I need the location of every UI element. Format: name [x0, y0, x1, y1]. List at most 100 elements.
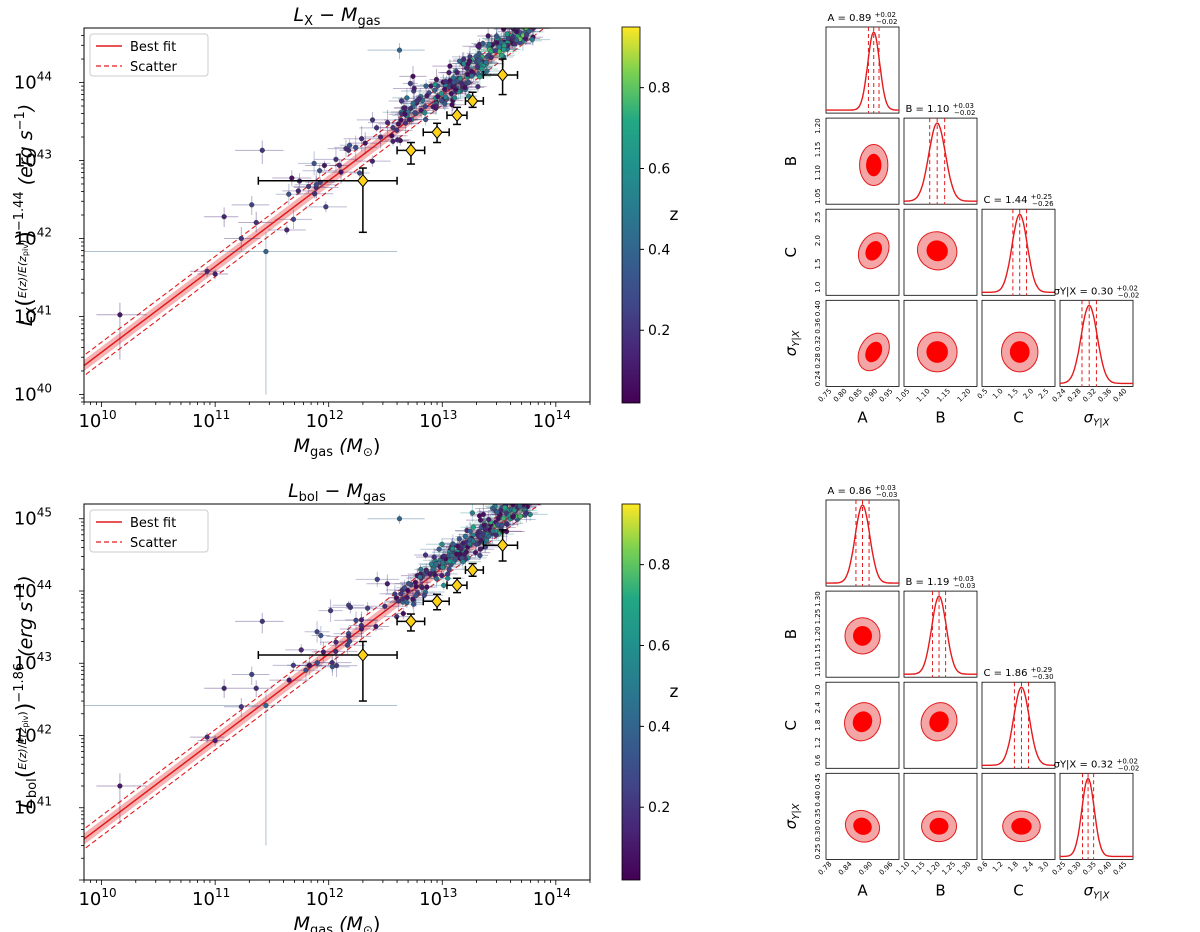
- corner-x-tick-label: 0.90: [862, 387, 879, 404]
- sample-point: [358, 622, 364, 629]
- outlier-point: [204, 268, 210, 274]
- posterior-curve: [1060, 777, 1133, 858]
- corner-x-tick-label: 1.15: [935, 387, 952, 404]
- sample-point: [441, 553, 447, 559]
- contour-1sigma: [929, 817, 949, 835]
- outlier-point: [253, 219, 259, 226]
- axes-frame: [83, 27, 591, 403]
- sample-point: [472, 550, 479, 556]
- sample-point: [398, 117, 404, 123]
- sample-point: [493, 33, 500, 39]
- sample-point: [438, 91, 444, 97]
- sample-point: [358, 617, 365, 623]
- sample-point: [457, 551, 463, 557]
- binned-diamond: [496, 538, 509, 553]
- sample-point: [321, 162, 328, 169]
- corner-y-tick-label: 0.36: [814, 317, 822, 333]
- x-tick-label: 1010: [78, 886, 116, 910]
- chart-title: LX − Mgas: [294, 4, 381, 29]
- sample-point: [506, 494, 511, 499]
- corner-y-tick-label: 1.15: [814, 142, 822, 158]
- corner-y-tick-label: 1.20: [814, 118, 822, 134]
- sample-point: [457, 75, 463, 82]
- sample-point: [395, 598, 402, 604]
- corner-x-tick-label: 1.20: [956, 387, 973, 404]
- sample-point: [439, 541, 445, 547]
- corner-title-C: C = 1.86 +0.29 −0.30: [983, 666, 1053, 681]
- sample-point: [495, 516, 501, 522]
- sample-point: [390, 138, 396, 144]
- corner-y-tick-label: 0.6: [814, 754, 822, 766]
- sample-point: [527, 479, 532, 484]
- sample-point: [501, 28, 507, 32]
- corner-y-tick-label: 1.05: [814, 188, 822, 204]
- sample-point: [530, 21, 535, 26]
- sample-point: [486, 533, 492, 539]
- corner-x-label: B: [935, 881, 945, 899]
- sample-point: [519, 22, 524, 27]
- sample-point: [523, 510, 529, 516]
- outlier-point: [238, 235, 244, 242]
- sample-point: [422, 110, 428, 116]
- sample-point: [515, 14, 520, 19]
- corner-y-tick-label: 0.32: [814, 336, 822, 352]
- sample-point: [424, 93, 430, 99]
- sample-point: [480, 511, 486, 517]
- sample-point: [510, 514, 516, 520]
- sample-point: [479, 66, 485, 72]
- corner-x-label: σY|X: [1084, 881, 1111, 901]
- sample-point: [499, 522, 505, 529]
- sample-point: [449, 102, 455, 108]
- binned-diamond: [451, 108, 463, 123]
- corner-y-tick-label: 1.2: [814, 737, 822, 748]
- corner-contour-σY|X-C: [981, 299, 1056, 387]
- sample-point: [394, 127, 400, 133]
- y-tick-label: 1040: [14, 381, 52, 405]
- x-tick-label: 1011: [192, 408, 230, 432]
- posterior-curve: [826, 504, 899, 584]
- corner-x-tick-label: 2.5: [1037, 387, 1051, 401]
- corner-cell-frame: [903, 681, 978, 769]
- corner-y-tick-label: 1.10: [814, 165, 822, 181]
- corner-x-tick-label: 0.30: [1066, 860, 1083, 877]
- sample-point: [373, 623, 379, 630]
- sample-point: [460, 559, 466, 565]
- sample-point: [529, 22, 534, 27]
- sample-point: [524, 496, 529, 501]
- outlier-point: [221, 685, 227, 691]
- sample-point: [419, 585, 425, 591]
- sample-point: [477, 546, 483, 552]
- outlier-point: [249, 671, 255, 678]
- corner-y-label: σY|X: [782, 329, 802, 356]
- corner-hist-B: [903, 117, 978, 205]
- sample-point: [417, 574, 423, 580]
- y-tick-label: 1042: [14, 225, 52, 249]
- sample-point: [347, 638, 353, 644]
- sample-point: [412, 110, 418, 116]
- corner-x-tick-label: 0.25: [1051, 860, 1068, 877]
- sample-point: [395, 137, 401, 143]
- sample-point: [365, 605, 371, 611]
- plot-area: [84, 14, 551, 395]
- corner-x-label: A: [857, 408, 868, 426]
- sample-point: [529, 36, 535, 43]
- sample-point: [445, 571, 451, 577]
- sample-point: [525, 495, 530, 500]
- sample-point: [374, 576, 380, 582]
- corner-y-tick-label: 0.30: [814, 826, 822, 842]
- sample-point: [432, 87, 438, 93]
- sample-point: [523, 32, 530, 38]
- y-tick-label: 1043: [14, 650, 52, 674]
- corner-x-tick-label: 0.95: [878, 387, 895, 404]
- sample-point: [413, 592, 419, 599]
- corner-x-tick-label: 1.2: [991, 860, 1005, 874]
- corner-hist-A: [825, 26, 900, 114]
- sample-point: [382, 603, 388, 609]
- sample-point: [306, 662, 312, 669]
- sample-point: [494, 522, 501, 528]
- sample-point: [374, 125, 380, 131]
- sample-point: [493, 532, 499, 538]
- sample-point: [454, 69, 460, 76]
- corner-contour-σY|X-A: [825, 772, 900, 860]
- sample-point: [454, 543, 461, 549]
